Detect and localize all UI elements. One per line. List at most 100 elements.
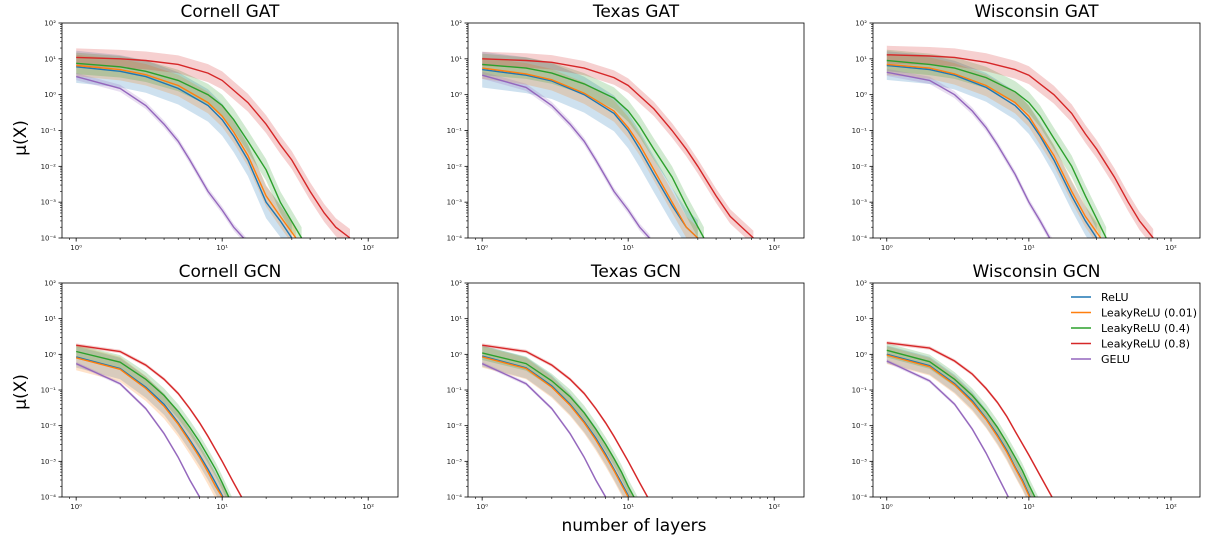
y-axis-label-top: μ(X): [11, 120, 31, 156]
panel-title: Wisconsin GCN: [972, 262, 1100, 282]
x-tick-label: 10¹: [622, 503, 634, 511]
x-tick-label: 10⁰: [881, 503, 893, 511]
series-line-leakyrelu-0-4-: [76, 350, 230, 497]
x-tick-label: 10¹: [1023, 503, 1035, 511]
series-line-leakyrelu-0-8-: [886, 342, 1053, 497]
y-tick-label: 10²: [855, 20, 867, 28]
x-tick-label: 10⁰: [70, 244, 82, 252]
series-line-gelu: [481, 362, 607, 497]
x-tick-label: 10²: [768, 244, 780, 252]
panel-title: Wisconsin GAT: [974, 2, 1099, 22]
y-tick-label: 10⁻²: [41, 163, 57, 171]
series-line-leakyrelu-0-01-: [76, 357, 224, 497]
series-line-relu: [886, 64, 1098, 238]
band-leakyrelu-0-4-: [76, 344, 233, 497]
y-tick-label: 10²: [855, 280, 867, 288]
panel-title: Texas GCN: [590, 262, 681, 282]
y-tick-label: 10⁰: [44, 351, 56, 359]
band-leakyrelu-0-01-: [76, 54, 296, 238]
panel-texas-gat: Texas GAT 10⁻⁴ 10⁻³ 10⁻² 10⁻¹ 10⁰ 10¹ 10² 10⁰ 10¹…: [447, 2, 805, 252]
y-tick-label: 10⁻²: [447, 422, 463, 430]
series-line-leakyrelu-0-01-: [76, 64, 297, 238]
plot-area: [75, 343, 243, 497]
y-tick-label: 10¹: [44, 315, 56, 323]
y-tick-label: 10⁰: [450, 351, 462, 359]
series-line-leakyrelu-0-01-: [886, 63, 1102, 238]
band-leakyrelu-0-01-: [886, 346, 1034, 497]
y-tick-label: 10⁻³: [447, 199, 463, 207]
series-line-leakyrelu-0-8-: [886, 54, 1154, 238]
y-tick-label: 10⁻⁴: [852, 494, 868, 502]
y-tick-label: 10⁻³: [852, 199, 868, 207]
series-line-relu: [482, 355, 630, 497]
panel-wisconsin-gat: Wisconsin GAT 10⁻⁴ 10⁻³ 10⁻² 10⁻¹ 10⁰ 10¹ 10² 10…: [852, 2, 1201, 252]
y-tick-label: 10²: [44, 20, 56, 28]
y-tick-label: 10⁰: [44, 91, 56, 99]
series-line-leakyrelu-0-4-: [482, 352, 635, 497]
y-tick-label: 10²: [450, 20, 462, 28]
y-tick-label: 10⁻³: [852, 458, 868, 466]
y-tick-label: 10⁻²: [852, 422, 868, 430]
series-line-leakyrelu-0-01-: [482, 356, 630, 497]
series-line-leakyrelu-0-4-: [76, 62, 303, 238]
plot-area: [886, 45, 1154, 238]
y-tick-label: 10⁻³: [41, 199, 57, 207]
series-line-leakyrelu-0-4-: [482, 63, 705, 238]
panel-cornell-gat: Cornell GAT 10⁻⁴ 10⁻³ 10⁻² 10⁻¹ 10⁰ 10¹ 10² 10⁰ 1…: [41, 2, 399, 252]
plot-area: [482, 51, 754, 238]
y-tick-label: 10¹: [855, 55, 867, 63]
series-line-leakyrelu-0-4-: [886, 349, 1036, 497]
series-line-gelu: [886, 71, 1051, 238]
series-line-leakyrelu-0-4-: [886, 59, 1107, 238]
panel-title: Texas GAT: [592, 2, 680, 22]
legend-label: LeakyReLU (0.4): [1101, 322, 1190, 335]
band-leakyrelu-0-4-: [886, 49, 1107, 238]
y-tick-label: 10²: [450, 280, 462, 288]
panel-wisconsin-gcn: Wisconsin GCN 10⁻⁴ 10⁻³ 10⁻² 10⁻¹ 10⁰ 10¹ 10² 10…: [852, 262, 1201, 511]
series-line-leakyrelu-0-8-: [76, 56, 351, 238]
panel-title: Cornell GCN: [179, 262, 282, 282]
series-line-gelu: [482, 74, 651, 238]
x-tick-label: 10⁰: [881, 244, 893, 252]
y-tick-label: 10⁰: [855, 351, 867, 359]
y-tick-label: 10²: [44, 280, 56, 288]
legend-label: LeakyReLU (0.01): [1101, 307, 1197, 320]
y-tick-label: 10¹: [450, 55, 462, 63]
y-tick-label: 10⁻¹: [852, 387, 868, 395]
band-leakyrelu-0-4-: [76, 52, 302, 238]
y-tick-label: 10⁰: [855, 91, 867, 99]
series-line-relu: [76, 356, 224, 497]
y-tick-label: 10⁻⁴: [852, 235, 868, 243]
panel-cornell-gcn: Cornell GCN 10⁻⁴ 10⁻³ 10⁻² 10⁻¹ 10⁰ 10¹ 10² 10⁰ 1…: [41, 262, 399, 511]
y-tick-label: 10⁻¹: [41, 127, 57, 135]
y-tick-label: 10⁻¹: [852, 127, 868, 135]
plot-area: [76, 48, 351, 238]
x-tick-label: 10²: [362, 244, 374, 252]
x-tick-label: 10¹: [216, 244, 228, 252]
y-tick-label: 10⁰: [450, 91, 462, 99]
x-tick-label: 10²: [362, 503, 374, 511]
band-leakyrelu-0-8-: [76, 48, 350, 238]
axes-frame: [61, 282, 399, 498]
x-tick-label: 10⁰: [70, 503, 82, 511]
legend-label: LeakyReLU (0.8): [1101, 338, 1190, 351]
legend: ReLU LeakyReLU (0.01) LeakyReLU (0.4) Leaky…: [1071, 291, 1197, 366]
plot-area: [886, 341, 1053, 497]
x-tick-label: 10¹: [216, 503, 228, 511]
y-tick-label: 10¹: [44, 55, 56, 63]
x-tick-label: 10⁰: [476, 503, 488, 511]
y-tick-label: 10⁻²: [447, 163, 463, 171]
series-line-relu: [886, 353, 1031, 497]
x-tick-label: 10²: [768, 503, 780, 511]
band-leakyrelu-0-01-: [482, 57, 698, 238]
x-tick-label: 10²: [1165, 244, 1177, 252]
y-tick-label: 10⁻³: [447, 458, 463, 466]
series-line-gelu: [886, 360, 1010, 497]
x-axis-label: number of layers: [561, 516, 706, 536]
y-tick-label: 10⁻¹: [447, 127, 463, 135]
axes-frame: [467, 282, 805, 498]
plot-area: [481, 343, 649, 497]
legend-label: GELU: [1101, 353, 1130, 366]
x-tick-label: 10⁰: [476, 244, 488, 252]
band-leakyrelu-0-8-: [482, 343, 649, 497]
